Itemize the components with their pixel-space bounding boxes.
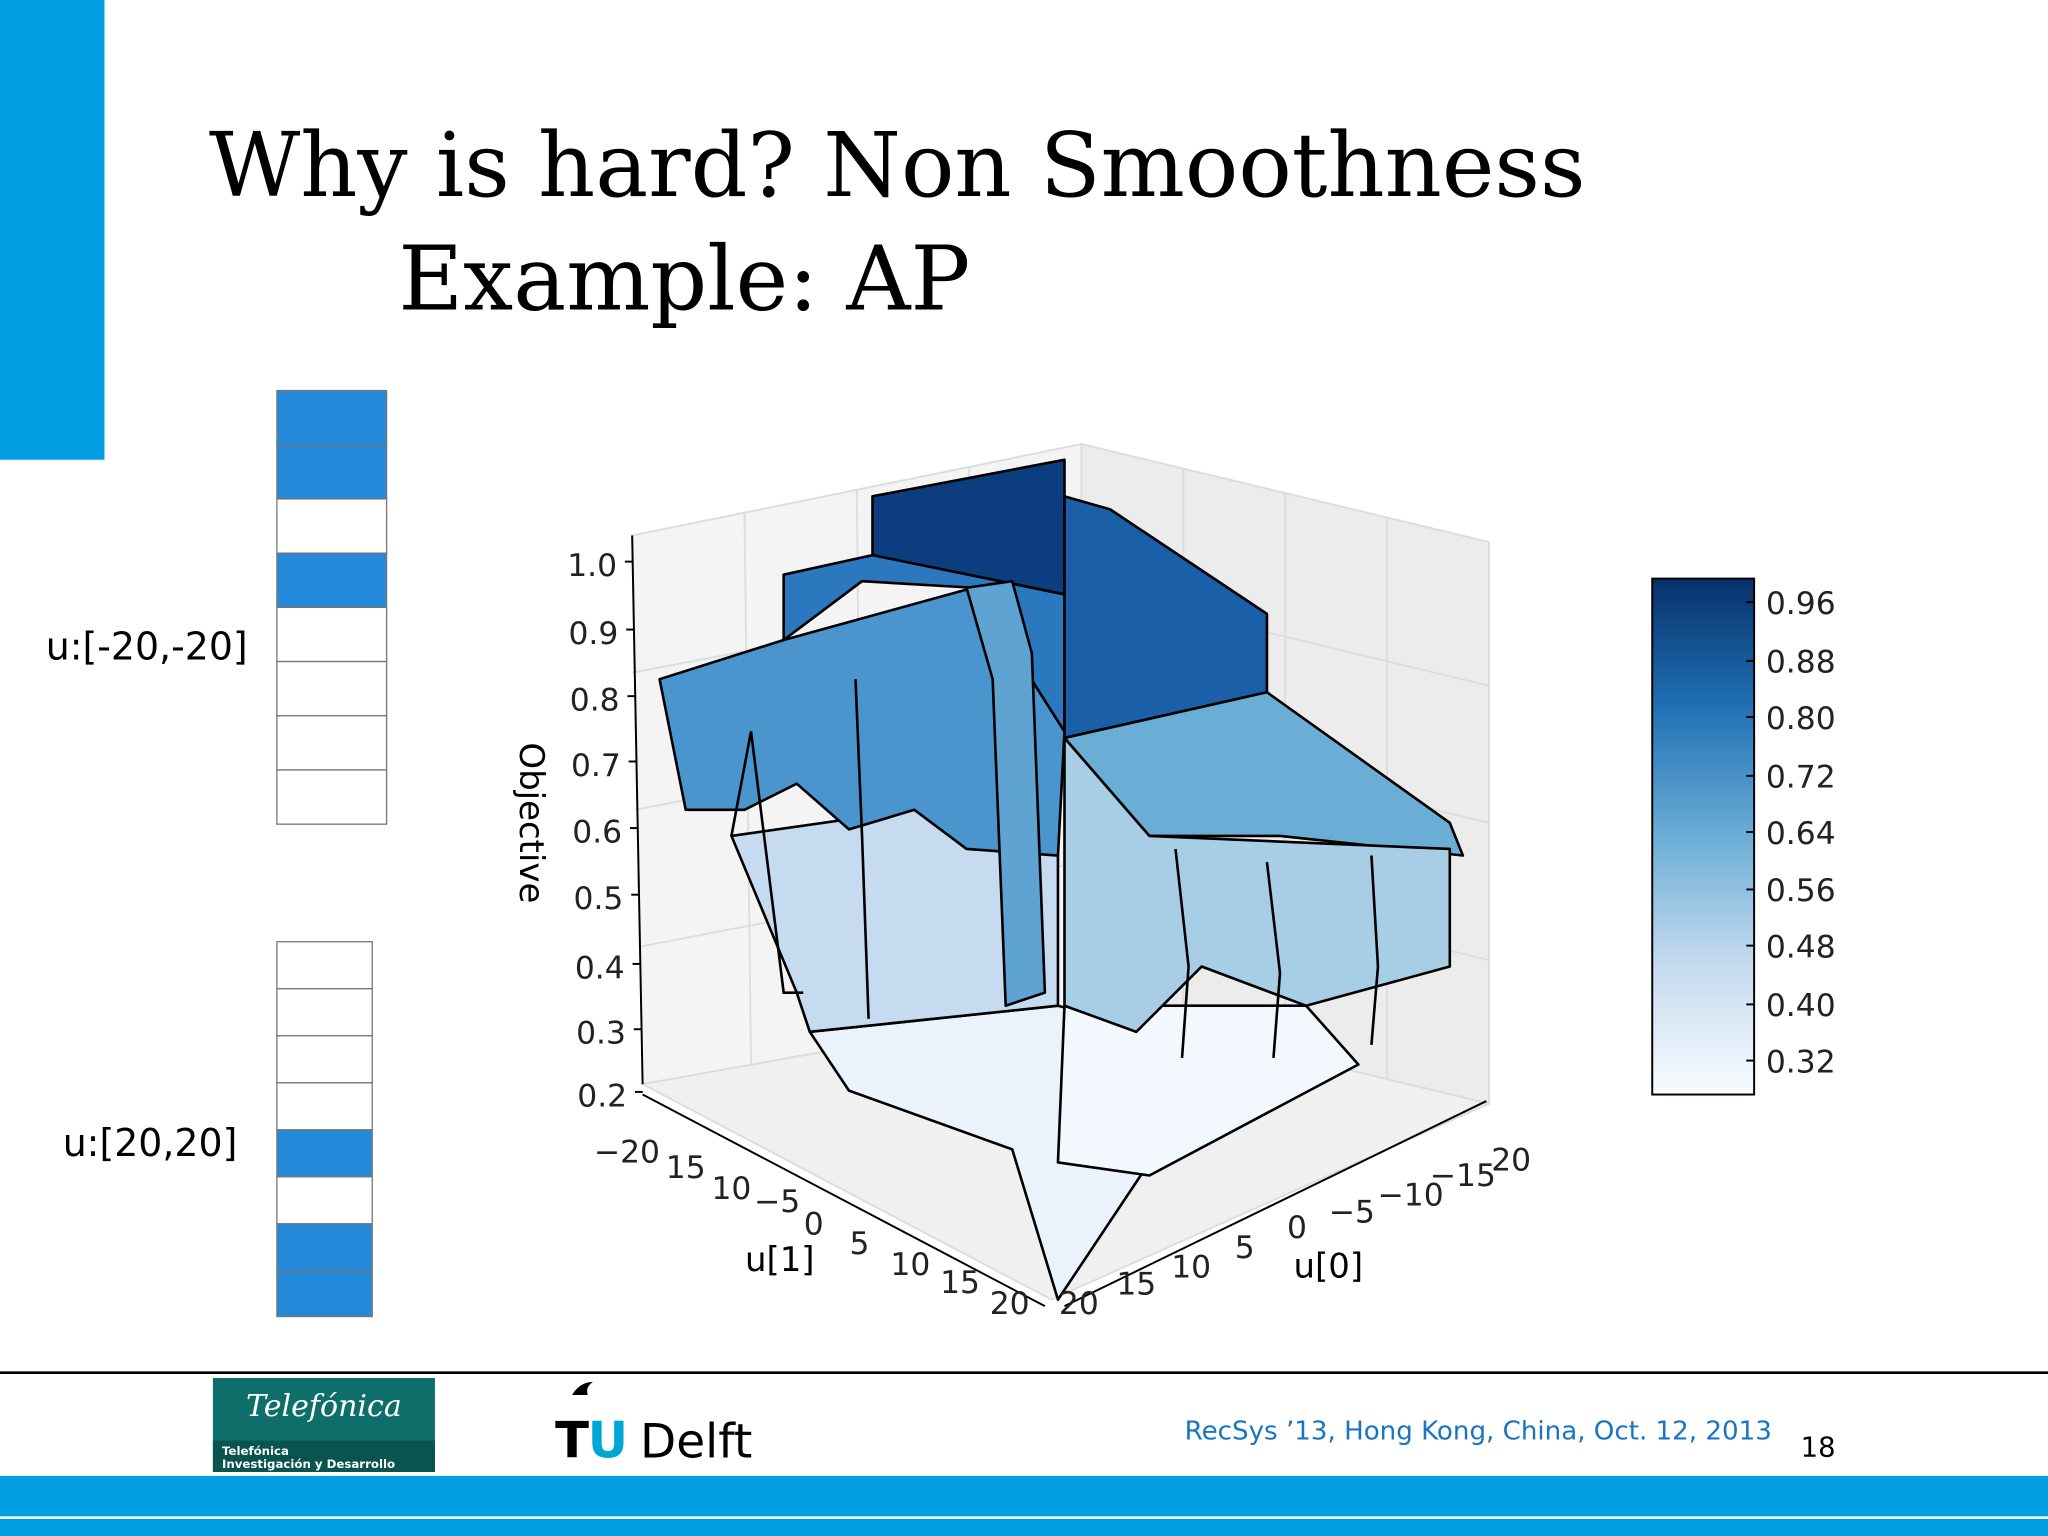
y-tick-label: 0 bbox=[1287, 1210, 1307, 1246]
colorbar-tick-label: 0.96 bbox=[1766, 586, 1836, 622]
z-tick-label: 0.2 bbox=[577, 1078, 627, 1114]
y-tick-label: 20 bbox=[1491, 1142, 1531, 1178]
x-tick-label: −5 bbox=[754, 1184, 800, 1220]
colorbar-tick-label: 0.72 bbox=[1766, 760, 1836, 796]
title-line: Why is hard? Non Smoothness bbox=[209, 114, 1586, 217]
x-tick-label: 15 bbox=[940, 1265, 980, 1301]
x-tick-label: 10 bbox=[890, 1247, 930, 1283]
vector-label: u:[-20,-20] bbox=[46, 625, 248, 669]
logo-telefonica: Telefónica Telefónica Investigación y De… bbox=[212, 1377, 435, 1472]
y-tick-label: 5 bbox=[1235, 1230, 1255, 1266]
x-tick-label: −20 bbox=[594, 1134, 660, 1170]
x-tick-label: 5 bbox=[849, 1226, 869, 1262]
logo-text: Telefónica bbox=[222, 1444, 289, 1458]
logo-text: U bbox=[588, 1412, 628, 1470]
surface bbox=[658, 458, 1465, 1301]
page-number: 18 bbox=[1801, 1432, 1836, 1463]
z-axis-label: Objective bbox=[511, 742, 551, 903]
y-tick-label: −10 bbox=[1378, 1178, 1444, 1214]
footer-band bbox=[0, 1475, 2048, 1536]
axes bbox=[631, 535, 1487, 1308]
x-tick-label: 15 bbox=[666, 1150, 706, 1186]
z-tick-label: 1.0 bbox=[567, 548, 617, 584]
z-tick-label: 0.8 bbox=[570, 683, 620, 719]
vector-bottom bbox=[276, 941, 373, 1318]
colorbar bbox=[1651, 577, 1756, 1096]
z-tick-label: 0.3 bbox=[576, 1016, 626, 1052]
vector-label: u:[20,20] bbox=[63, 1121, 238, 1165]
logo-text: T bbox=[555, 1412, 589, 1470]
vector-top bbox=[276, 389, 388, 825]
colorbar-tick-label: 0.88 bbox=[1766, 645, 1836, 681]
y-tick-label: 20 bbox=[1059, 1286, 1099, 1322]
logo-text: Delft bbox=[640, 1415, 752, 1470]
colorbar-tick-label: 0.48 bbox=[1766, 929, 1836, 965]
z-tick-label: 0.7 bbox=[571, 748, 621, 784]
x-tick-label: 10 bbox=[711, 1171, 751, 1207]
title-line: Example: AP bbox=[398, 228, 970, 331]
z-tick-label: 0.9 bbox=[569, 616, 619, 652]
colorbar-tick-label: 0.32 bbox=[1766, 1044, 1836, 1080]
logo-text: Telefónica bbox=[246, 1389, 402, 1424]
z-tick-label: 0.6 bbox=[572, 814, 622, 850]
colorbar-tick-label: 0.64 bbox=[1766, 816, 1836, 852]
logo-tudelft: T U Delft bbox=[555, 1381, 752, 1470]
colorbar-tick-label: 0.80 bbox=[1766, 701, 1836, 737]
colorbar-tick-label: 0.56 bbox=[1766, 873, 1836, 909]
y-tick-label: 10 bbox=[1171, 1249, 1211, 1285]
logo-text: Investigación y Desarrollo bbox=[222, 1457, 395, 1471]
y-tick-label: −15 bbox=[1430, 1158, 1496, 1194]
footer-event: RecSys ’13, Hong Kong, China, Oct. 12, 2… bbox=[1185, 1416, 1772, 1446]
z-tick-label: 0.5 bbox=[574, 881, 624, 917]
colorbar-ticks: 0.96 0.88 0.80 0.72 0.64 0.56 0.48 0.40 0.32 bbox=[1746, 586, 1836, 1080]
side-bar bbox=[0, 0, 105, 460]
z-tick-label: 0.4 bbox=[575, 950, 625, 986]
x-tick-label: 20 bbox=[990, 1286, 1030, 1322]
y-tick-label: 15 bbox=[1116, 1266, 1156, 1302]
x-axis-label: u[1] bbox=[745, 1240, 815, 1280]
x-tick-label: 0 bbox=[804, 1206, 824, 1242]
colorbar-tick-label: 0.40 bbox=[1766, 988, 1836, 1024]
y-tick-label: −5 bbox=[1329, 1195, 1375, 1231]
y-axis-label: u[0] bbox=[1294, 1246, 1364, 1286]
